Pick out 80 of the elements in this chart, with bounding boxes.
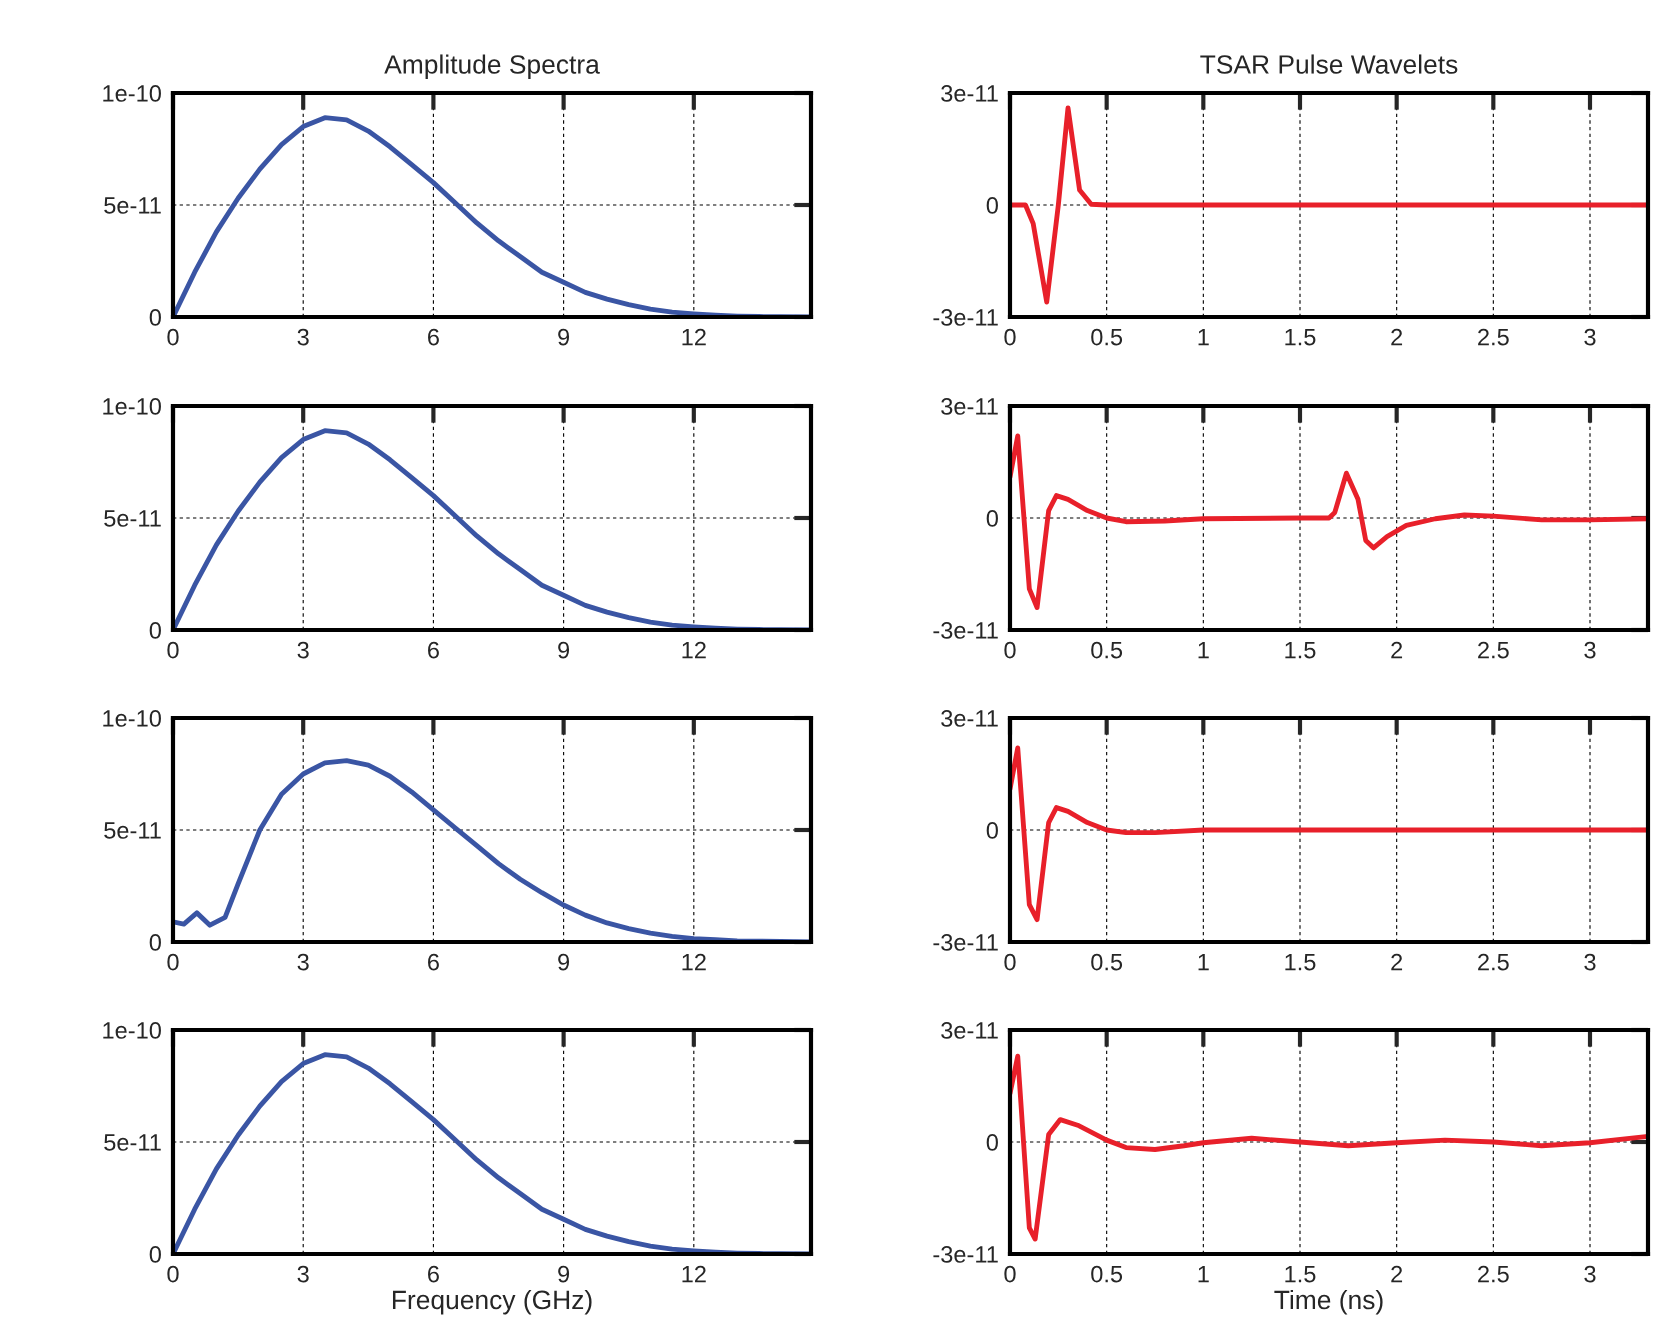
line-series (1010, 433, 1648, 611)
x-tick-label: 2 (1391, 953, 1403, 971)
y-tick-label: 0 (986, 822, 998, 839)
y-tick-label: 3e-11 (941, 1022, 998, 1039)
chart-title: Amplitude Spectra (384, 54, 600, 80)
x-tick-label: 0 (167, 953, 179, 971)
y-tick-label: 1e-10 (103, 710, 161, 727)
x-tick-label: 12 (682, 641, 706, 659)
y-tick-label: 5e-11 (104, 510, 161, 527)
x-tick-label: 1 (1198, 328, 1209, 346)
y-tick-label: 0 (149, 934, 161, 951)
chart-title: TSAR Pulse Wavelets (1200, 54, 1458, 74)
y-tick-label: 3e-11 (941, 710, 998, 727)
x-tick-label: 3 (297, 1265, 309, 1283)
x-tick-label: 3 (1584, 953, 1596, 971)
y-tick-label: -3e-11 (933, 622, 998, 639)
x-tick-label: 9 (558, 641, 570, 659)
y-tick-label: -3e-11 (933, 309, 998, 326)
x-tick-label: 1.5 (1285, 1265, 1316, 1283)
y-tick-label: 0 (149, 309, 161, 326)
x-tick-label: 0 (1004, 641, 1016, 659)
x-tick-label: 0.5 (1091, 641, 1123, 659)
x-tick-label: 1 (1198, 953, 1209, 971)
x-tick-label: 3 (1584, 328, 1596, 346)
x-axis-title: Frequency (GHz) (392, 1289, 592, 1315)
x-tick-label: 3 (1584, 641, 1596, 659)
x-tick-label: 0 (1004, 1265, 1016, 1283)
y-tick-label: 1e-10 (103, 85, 161, 102)
x-tick-label: 9 (558, 1265, 570, 1283)
x-tick-label: 12 (682, 953, 706, 971)
line-series (1010, 745, 1648, 923)
y-tick-label: 3e-11 (941, 85, 998, 102)
x-tick-label: 0 (167, 1265, 179, 1283)
x-tick-label: 1 (1198, 641, 1209, 659)
x-tick-label: 0 (1004, 953, 1016, 971)
x-tick-label: 2 (1391, 641, 1403, 659)
x-tick-label: 9 (558, 953, 570, 971)
x-tick-label: 3 (1584, 1265, 1596, 1283)
x-tick-label: 6 (428, 1265, 439, 1283)
line-series (1010, 1053, 1648, 1242)
x-tick-label: 3 (297, 953, 309, 971)
y-tick-label: 5e-11 (104, 197, 161, 214)
y-tick-label: -3e-11 (933, 934, 998, 951)
x-tick-label: 1.5 (1285, 641, 1316, 659)
y-tick-label: 0 (986, 510, 998, 527)
x-tick-label: 12 (682, 1265, 706, 1283)
y-tick-label: 0 (986, 1134, 998, 1151)
x-tick-label: 2 (1391, 328, 1403, 346)
x-tick-label: 2 (1391, 1265, 1403, 1283)
x-tick-label: 1.5 (1285, 953, 1316, 971)
y-tick-label: 5e-11 (104, 822, 161, 839)
x-tick-label: 0 (167, 328, 179, 346)
x-axis-title: Time (ns) (1274, 1289, 1383, 1315)
y-tick-label: 0 (149, 1246, 161, 1263)
x-tick-label: 6 (428, 641, 439, 659)
x-tick-label: 3 (297, 641, 309, 659)
line-series (1010, 105, 1648, 305)
x-tick-label: 0.5 (1091, 953, 1123, 971)
x-tick-label: 1 (1198, 1265, 1209, 1283)
y-tick-label: 1e-10 (103, 398, 161, 415)
x-tick-label: 2.5 (1478, 328, 1509, 346)
x-tick-label: 2.5 (1478, 953, 1509, 971)
x-tick-label: 2.5 (1478, 641, 1509, 659)
x-tick-label: 2.5 (1478, 1265, 1509, 1283)
x-tick-label: 3 (297, 328, 309, 346)
x-tick-label: 6 (428, 953, 439, 971)
y-tick-label: 0 (986, 197, 998, 214)
y-tick-label: 3e-11 (941, 398, 998, 415)
y-tick-label: 5e-11 (104, 1134, 161, 1151)
y-tick-label: 0 (149, 622, 161, 639)
y-tick-label: 1e-10 (103, 1022, 161, 1039)
x-tick-label: 0.5 (1091, 328, 1123, 346)
x-tick-label: 0.5 (1091, 1265, 1123, 1283)
x-tick-label: 9 (558, 328, 570, 346)
y-tick-label: -3e-11 (933, 1246, 998, 1263)
x-tick-label: 0 (167, 641, 179, 659)
x-tick-label: 0 (1004, 328, 1016, 346)
x-tick-label: 6 (428, 328, 439, 346)
x-tick-label: 12 (682, 328, 706, 346)
x-tick-label: 1.5 (1285, 328, 1316, 346)
